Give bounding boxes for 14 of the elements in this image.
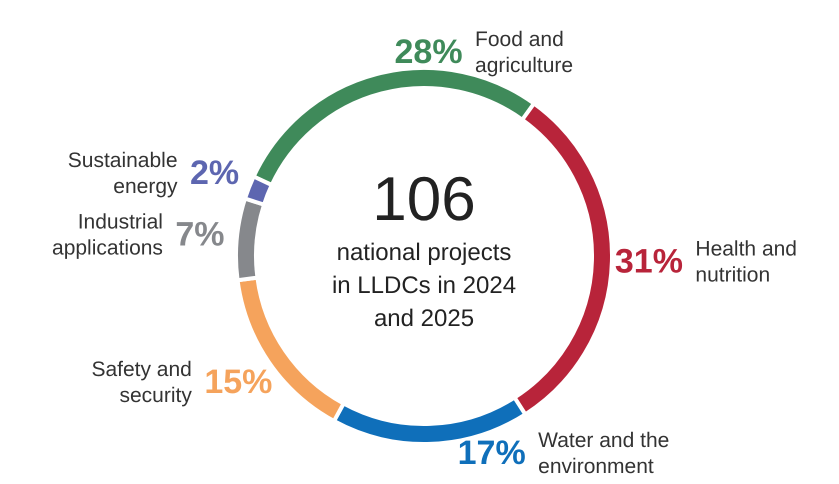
data-label: 15% [204,363,272,402]
data-label: 28% [394,32,463,71]
slice-label: Industrial applications [52,210,163,260]
slice-label: Health and nutrition [695,237,797,286]
slice-label: Safety and security [91,358,192,408]
slice-label: Sustainable energy [68,148,178,198]
slice-label: Water and the environment [538,428,670,478]
text: 106 [372,165,476,234]
data-label: 7% [175,216,224,254]
data-label: 31% [614,242,683,280]
data-label: 17% [458,434,526,472]
slice-label: Food and agriculture [475,28,574,77]
data-label: 2% [190,154,240,192]
text: national projects in LLDCs in 2024 and 2025 [332,239,516,332]
